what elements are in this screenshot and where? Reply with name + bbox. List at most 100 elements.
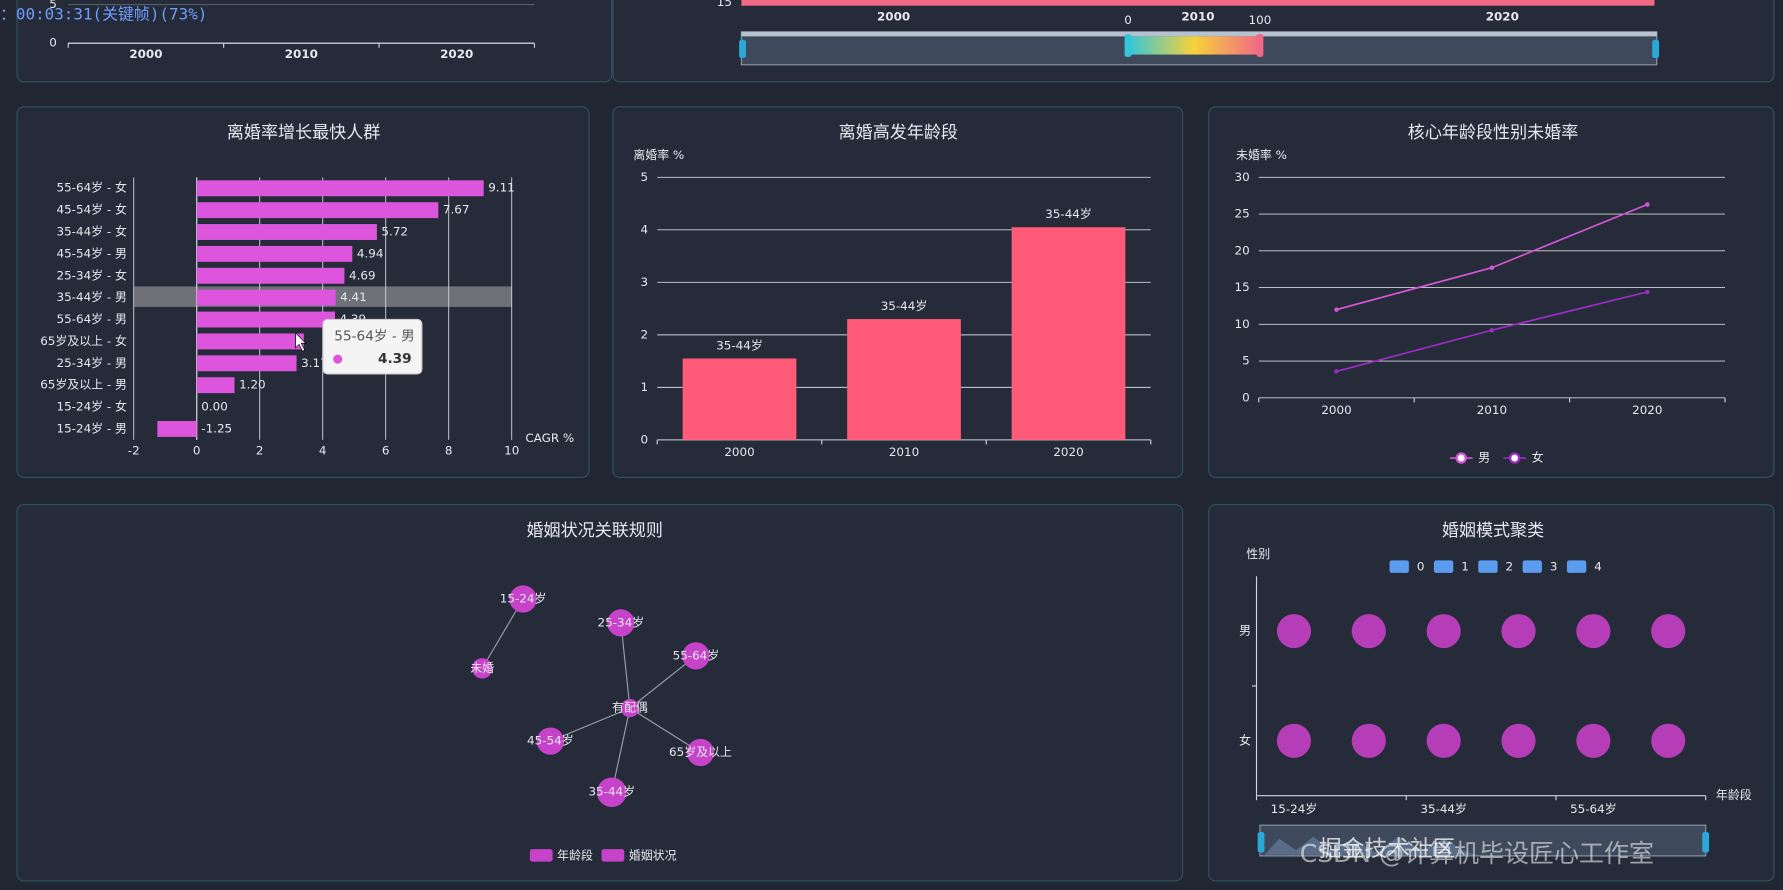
x-tick-label: -2 — [128, 444, 140, 458]
y-tick-label: 3 — [641, 275, 649, 289]
x-tick-label: 55-64岁 — [1570, 802, 1617, 816]
bar — [196, 333, 304, 350]
x-tick-label: 2 — [256, 444, 264, 458]
point — [1276, 723, 1312, 758]
y-tick-label: 10 — [1235, 317, 1250, 331]
legend-swatch — [601, 849, 625, 862]
data-label: 35-44岁 — [716, 338, 763, 352]
x-tick-label: 2020 — [440, 47, 473, 61]
chart-title: 婚姻状况关联规则 — [527, 521, 663, 541]
handle[interactable] — [1702, 832, 1710, 853]
point — [1645, 202, 1650, 207]
y-tick-label: 15 — [717, 0, 732, 9]
node-label: 35-44岁 — [588, 785, 635, 799]
y-tick-label: 65岁及以上 - 女 — [40, 334, 127, 348]
y-tick-label: 15-24岁 - 男 — [57, 421, 127, 435]
chart-title: 离婚率增长最快人群 — [227, 123, 380, 143]
bar — [847, 319, 961, 440]
bar — [196, 180, 484, 197]
bar — [196, 267, 345, 284]
legend-label: 3 — [1550, 560, 1558, 574]
y-tick-label: 4 — [641, 222, 649, 236]
y-tick-label: 女 — [1239, 733, 1251, 747]
node-label: 45-54岁 — [527, 734, 574, 748]
handle[interactable] — [1257, 832, 1265, 853]
point — [1489, 265, 1495, 271]
bar — [196, 245, 353, 262]
node — [607, 609, 635, 637]
point — [1351, 614, 1386, 649]
data-label: 4.94 — [357, 246, 384, 260]
legend-swatch — [1566, 560, 1587, 573]
legend-swatch — [1522, 560, 1542, 573]
legend-label: 婚姻状况 — [629, 848, 677, 862]
y-tick-label: 15-24岁 - 女 — [57, 400, 127, 414]
y-tick-label: 5 — [1242, 354, 1250, 368]
chart-title: 婚姻模式聚类 — [1442, 521, 1544, 541]
tooltip: 55-64岁 - 男 4.39 — [322, 318, 423, 375]
handle[interactable] — [739, 39, 746, 58]
node — [471, 658, 493, 679]
node — [596, 777, 627, 808]
x-tick-label: 10 — [504, 444, 519, 458]
node — [509, 585, 537, 613]
chart-title: 离婚高发年龄段 — [839, 123, 958, 143]
point — [1334, 369, 1339, 374]
data-label: -1.25 — [201, 421, 232, 435]
legend-label: 男 — [1478, 451, 1490, 465]
point — [1276, 614, 1312, 649]
data-label: 4.41 — [340, 290, 367, 304]
x-tick-label: 2010 — [1181, 10, 1214, 24]
watermark: CSDN @计算机毕设匠心工作室 — [1300, 839, 1654, 868]
edge — [620, 622, 631, 709]
data-label: 4.69 — [349, 268, 376, 282]
point — [1645, 289, 1650, 295]
data-label: 0.00 — [201, 400, 228, 414]
data-zoom-top — [741, 31, 1657, 37]
legend-label: 0 — [1417, 560, 1425, 574]
legend-swatch — [1433, 560, 1454, 573]
data-label: 5.72 — [381, 225, 408, 239]
legend-label: 年龄段 — [557, 848, 593, 862]
node-label: 有配偶 — [612, 701, 648, 715]
node — [620, 699, 640, 718]
tooltip-title: 55-64岁 - 男 — [334, 328, 414, 344]
y-tick-label: 25-34岁 - 男 — [57, 356, 127, 370]
node — [682, 642, 710, 670]
y-tick-label: 35-44岁 - 女 — [57, 225, 127, 239]
legend-label: 4 — [1594, 560, 1602, 574]
y-tick-label: 0 — [1242, 390, 1250, 404]
x-tick-label: 2010 — [889, 445, 919, 459]
edge — [550, 707, 631, 742]
y-tick-label: 15 — [1235, 280, 1250, 294]
bar — [157, 420, 197, 437]
y-tick-label: 45-54岁 - 男 — [57, 246, 127, 260]
node-label: 15-24岁 — [500, 592, 547, 606]
x-tick-label: 0 — [193, 444, 201, 458]
y-tick-label: 0 — [49, 36, 57, 50]
node — [686, 738, 715, 767]
y-tick-label: 55-64岁 - 男 — [57, 312, 127, 326]
legend-swatch — [1478, 560, 1498, 573]
visual-map[interactable] — [1128, 36, 1260, 55]
y-tick-label: 5 — [641, 170, 649, 184]
tooltip-dot — [333, 354, 343, 364]
panel — [16, 504, 1184, 882]
bar — [682, 358, 797, 440]
bar-strip — [741, 0, 1655, 6]
panel — [1208, 504, 1775, 882]
tooltip-value: 4.39 — [378, 351, 412, 367]
point — [1501, 723, 1536, 758]
handle[interactable] — [1124, 34, 1132, 57]
y-tick-label: 5 — [49, 0, 57, 11]
point — [1334, 307, 1339, 312]
handle[interactable] — [1256, 34, 1264, 57]
y-axis-label: 离婚率 % — [633, 148, 684, 162]
bar — [196, 289, 336, 306]
data-label: 1.20 — [239, 378, 266, 392]
y-axis-label: 性别 — [1246, 547, 1270, 561]
handle[interactable] — [1652, 39, 1660, 58]
x-tick-label: 2020 — [1632, 403, 1662, 417]
y-tick-label: 35-44岁 - 男 — [57, 290, 127, 304]
